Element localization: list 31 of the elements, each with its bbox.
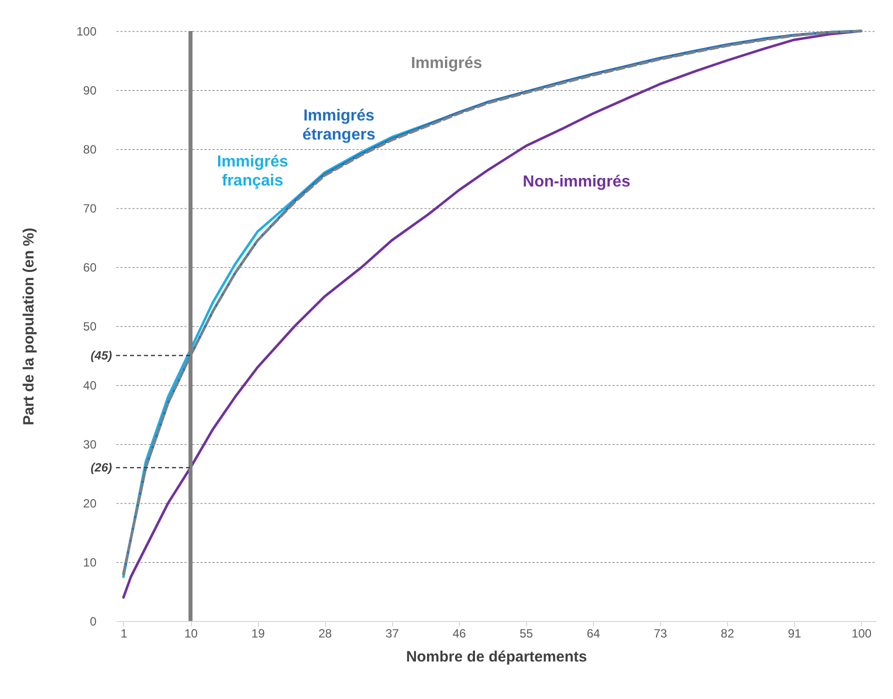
x-tick-label: 37 xyxy=(386,626,400,640)
y-tick-label: 0 xyxy=(90,614,97,628)
series-label: Immigrés étrangers xyxy=(302,108,376,144)
annotation: (26) xyxy=(90,460,112,475)
x-tick-label: 28 xyxy=(318,626,332,640)
series-label: Immigrés xyxy=(410,54,482,72)
y-tick-label: 60 xyxy=(83,260,97,274)
y-tick-label: 10 xyxy=(83,556,97,570)
x-axis-title: Nombre de départements xyxy=(406,648,587,666)
y-tick-label: 100 xyxy=(76,24,97,38)
x-tick-label: 19 xyxy=(251,626,266,640)
y-tick-label: 90 xyxy=(83,84,97,98)
x-tick-label: 64 xyxy=(586,626,600,640)
x-tick-label: 55 xyxy=(520,626,534,640)
y-tick-label: 20 xyxy=(83,496,97,510)
y-tick-label: 80 xyxy=(83,142,97,156)
y-tick-label: 40 xyxy=(83,378,97,392)
x-tick-label: 100 xyxy=(852,626,872,640)
y-axis-title: Part de la population (en %) xyxy=(20,228,38,426)
series-label: Non-immigrés xyxy=(522,174,630,191)
series-label: Immigrés français xyxy=(217,154,288,190)
x-tick-label: 73 xyxy=(654,626,668,640)
x-tick-label: 1 xyxy=(120,626,128,640)
x-tick-label: 82 xyxy=(720,626,734,640)
x-tick-label: 46 xyxy=(452,626,466,640)
x-tick-label: 91 xyxy=(788,626,802,640)
y-tick-label: 30 xyxy=(83,438,97,452)
x-tick-label: 10 xyxy=(184,626,198,640)
annotation: (45) xyxy=(90,348,112,362)
y-tick-label: 50 xyxy=(83,320,97,334)
y-tick-label: 70 xyxy=(83,202,97,216)
